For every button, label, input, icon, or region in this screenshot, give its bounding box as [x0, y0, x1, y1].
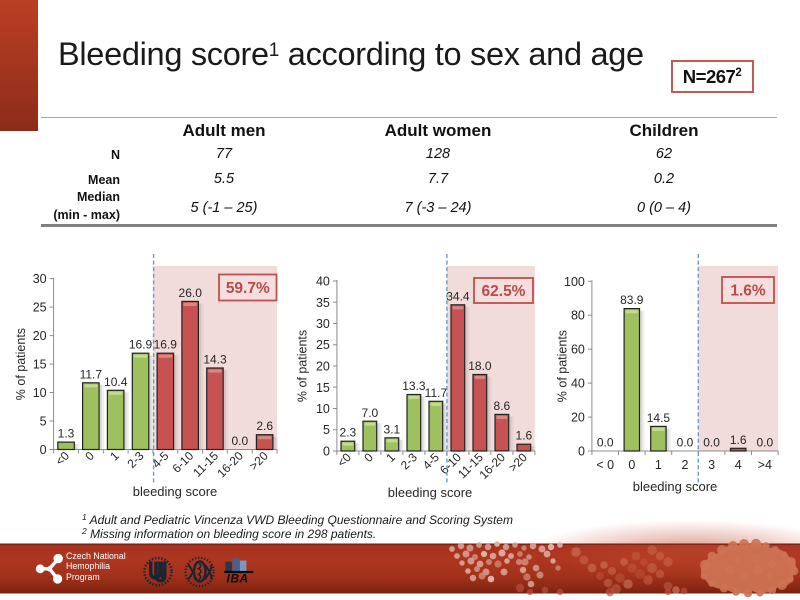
- svg-text:60: 60: [571, 343, 585, 357]
- svg-text:1.6: 1.6: [516, 429, 533, 443]
- svg-text:0.0: 0.0: [677, 436, 694, 450]
- svg-text:16.9: 16.9: [129, 338, 153, 352]
- svg-text:13.3: 13.3: [402, 379, 426, 393]
- svg-text:14.3: 14.3: [203, 353, 227, 367]
- svg-text:0: 0: [82, 449, 97, 464]
- svg-text:4: 4: [735, 458, 742, 472]
- svg-text:15: 15: [33, 358, 47, 372]
- svg-text:7.0: 7.0: [362, 406, 379, 420]
- svg-text:0.0: 0.0: [597, 436, 614, 450]
- svg-text:bleeding score: bleeding score: [388, 485, 473, 500]
- svg-text:10: 10: [33, 386, 47, 400]
- svg-text:59.7%: 59.7%: [226, 280, 270, 297]
- svg-text:>20: >20: [506, 450, 531, 475]
- svg-text:30: 30: [316, 317, 330, 331]
- svg-text:80: 80: [571, 309, 585, 323]
- svg-text:26.0: 26.0: [179, 286, 203, 300]
- svg-text:20: 20: [316, 360, 330, 374]
- svg-text:20: 20: [571, 411, 585, 425]
- svg-text:1: 1: [107, 449, 122, 464]
- svg-text:2-3: 2-3: [398, 450, 420, 472]
- svg-text:11-15: 11-15: [190, 448, 221, 479]
- svg-text:83.9: 83.9: [620, 293, 644, 307]
- svg-text:100: 100: [564, 275, 585, 289]
- svg-text:1.6: 1.6: [730, 433, 747, 447]
- svg-text:3.1: 3.1: [384, 422, 401, 436]
- svg-text:3: 3: [708, 458, 715, 472]
- svg-text:5: 5: [40, 415, 47, 429]
- svg-text:11.7: 11.7: [425, 386, 448, 400]
- svg-text:5: 5: [323, 423, 330, 437]
- svg-text:bleeding score: bleeding score: [633, 479, 718, 494]
- svg-text:0: 0: [40, 443, 47, 457]
- svg-text:0: 0: [323, 445, 330, 459]
- svg-text:IBA: IBA: [227, 572, 249, 586]
- svg-text:40: 40: [571, 377, 585, 391]
- svg-text:<0: <0: [53, 448, 73, 468]
- svg-text:bleeding score: bleeding score: [133, 484, 218, 499]
- svg-text:0.0: 0.0: [231, 434, 248, 448]
- svg-text:2: 2: [682, 458, 689, 472]
- svg-text:% of patients: % of patients: [14, 328, 28, 400]
- svg-text:40: 40: [316, 275, 330, 289]
- svg-text:1.3: 1.3: [58, 427, 75, 441]
- svg-text:34.4: 34.4: [446, 289, 470, 303]
- svg-text:>4: >4: [758, 458, 772, 472]
- svg-text:15: 15: [316, 381, 330, 395]
- svg-text:18.0: 18.0: [468, 359, 492, 373]
- svg-text:25: 25: [316, 338, 330, 352]
- svg-text:2.3: 2.3: [340, 426, 357, 440]
- svg-text:2.6: 2.6: [256, 419, 273, 433]
- svg-text:1: 1: [655, 458, 662, 472]
- svg-text:0.0: 0.0: [756, 436, 773, 450]
- svg-text:14.5: 14.5: [647, 411, 671, 425]
- svg-text:0: 0: [628, 458, 635, 472]
- svg-text:10: 10: [316, 402, 330, 416]
- svg-text:<0: <0: [334, 450, 354, 470]
- svg-text:16-20: 16-20: [476, 450, 508, 482]
- svg-text:< 0: < 0: [596, 458, 614, 472]
- svg-text:35: 35: [316, 296, 330, 310]
- svg-text:% of patients: % of patients: [556, 330, 570, 402]
- svg-text:10.4: 10.4: [104, 375, 128, 389]
- svg-text:16.9: 16.9: [154, 338, 178, 352]
- svg-text:0: 0: [578, 445, 585, 459]
- svg-text:% of patients: % of patients: [296, 330, 310, 402]
- svg-text:25: 25: [33, 301, 47, 315]
- svg-text:16-20: 16-20: [214, 448, 246, 480]
- svg-text:8.6: 8.6: [494, 399, 511, 413]
- svg-text:1: 1: [383, 450, 398, 465]
- svg-text:0.0: 0.0: [703, 436, 720, 450]
- svg-text:62.5%: 62.5%: [482, 283, 526, 300]
- svg-text:30: 30: [33, 272, 47, 286]
- svg-text:0: 0: [361, 450, 376, 465]
- svg-text:20: 20: [33, 329, 47, 343]
- svg-text:>20: >20: [247, 448, 272, 473]
- svg-text:1.6%: 1.6%: [730, 283, 766, 300]
- svg-text:11.7: 11.7: [80, 367, 103, 381]
